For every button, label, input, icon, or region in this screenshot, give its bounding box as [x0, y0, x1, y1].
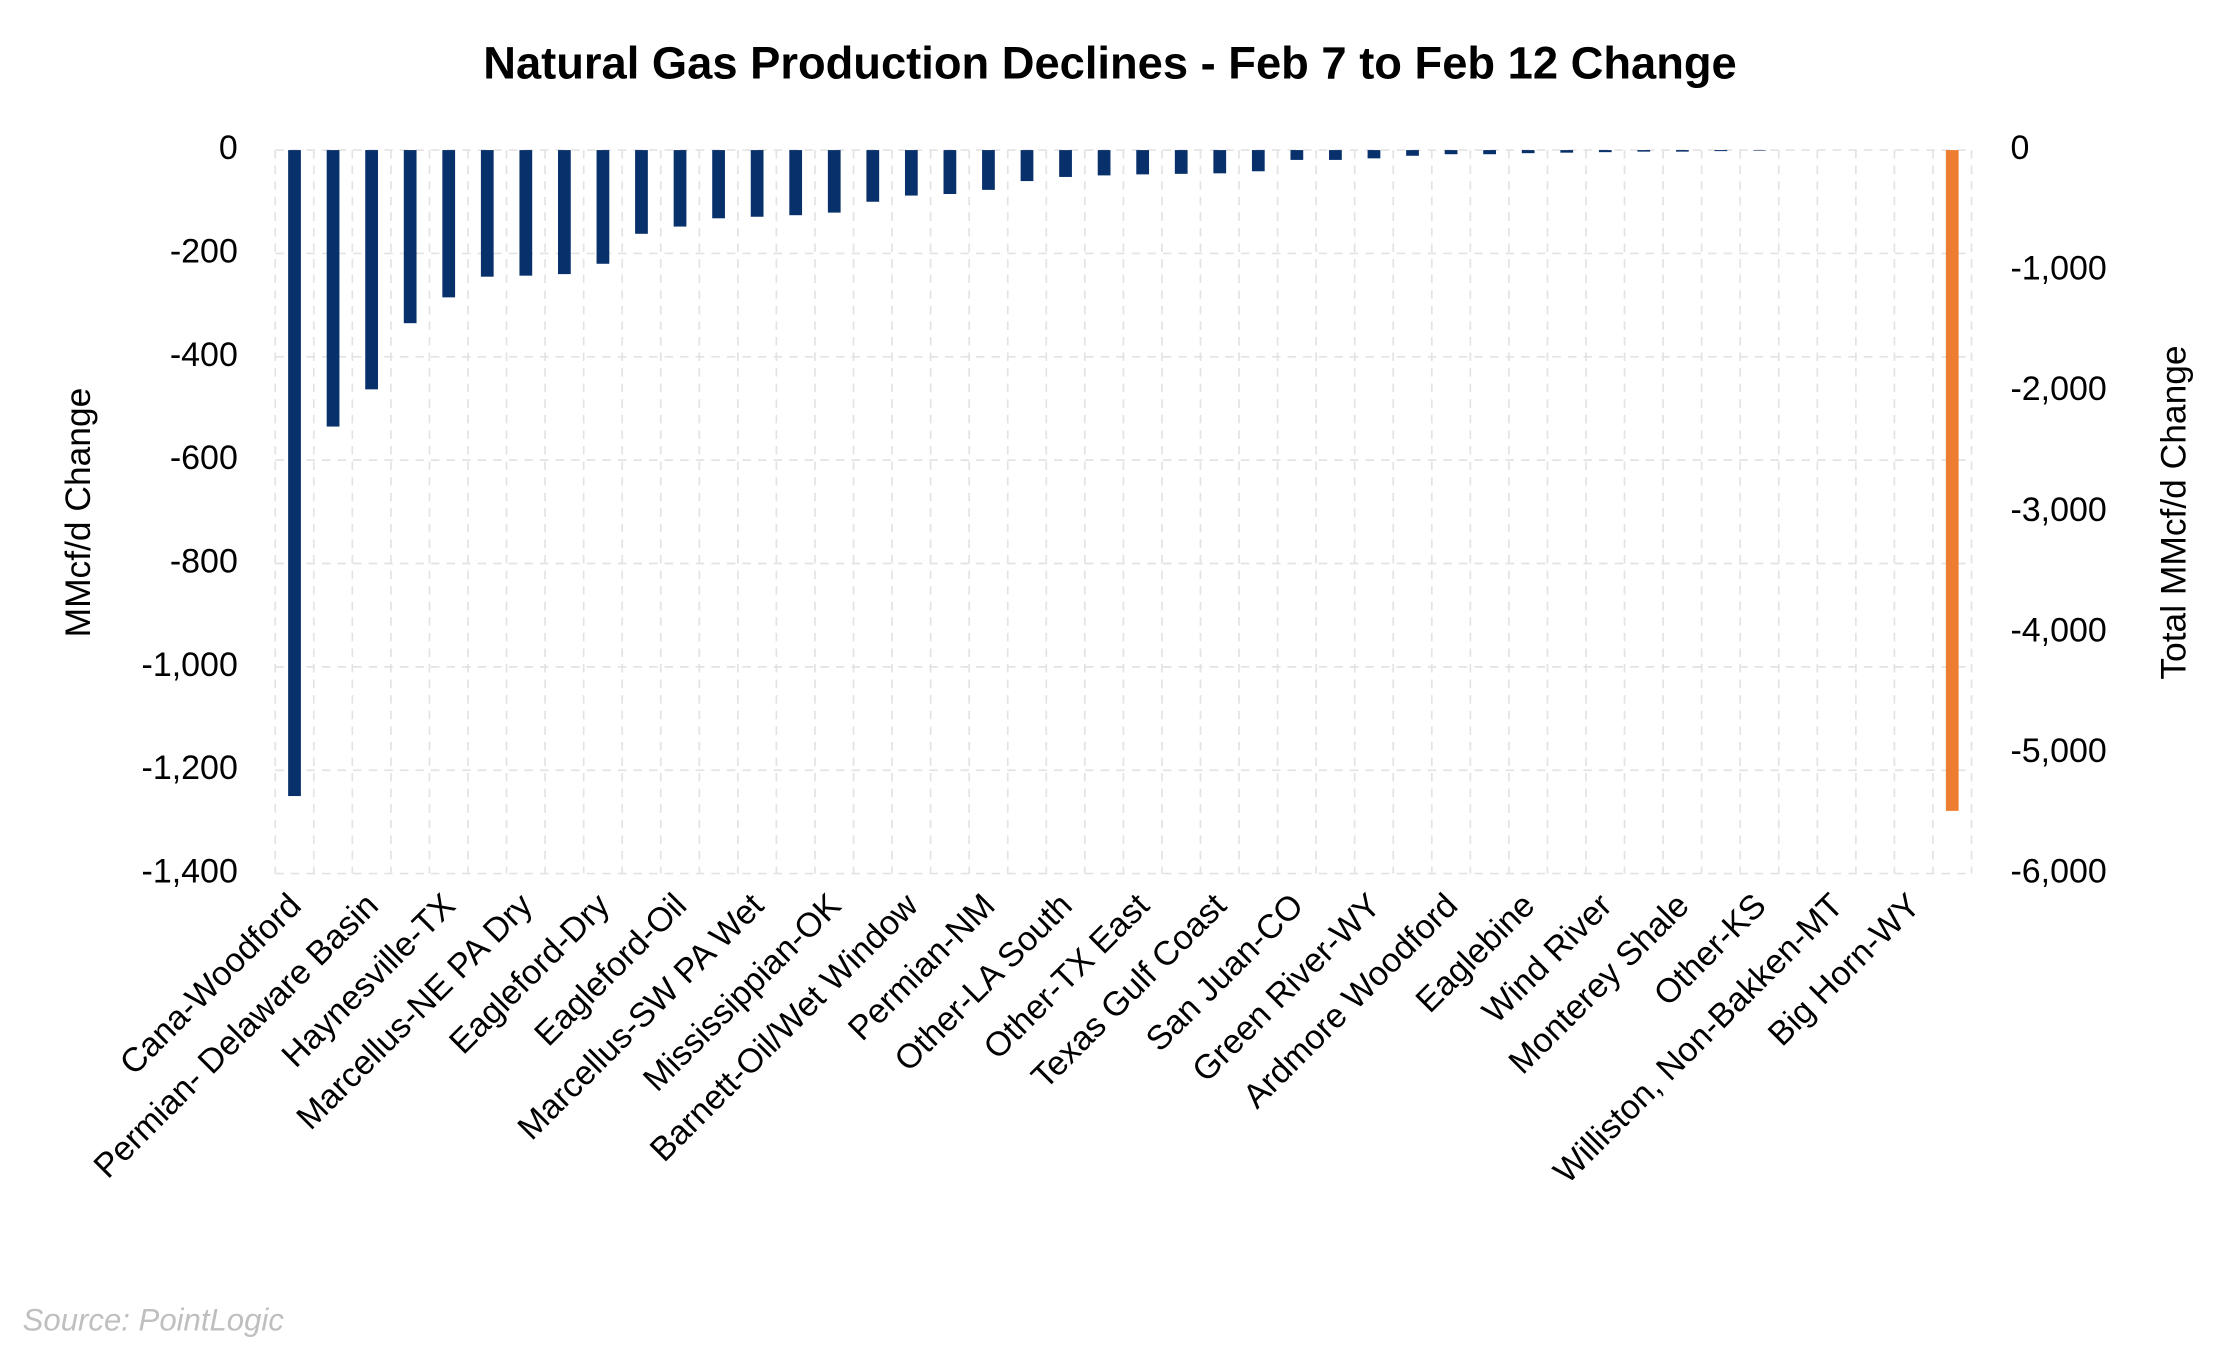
bar: [1290, 150, 1304, 160]
bar: [943, 150, 957, 195]
bar: [1059, 150, 1072, 177]
bar: [866, 150, 880, 202]
bar: [1251, 150, 1265, 172]
y2-tick-label: -4,000: [2010, 611, 2106, 649]
bar: [1483, 150, 1496, 155]
bar: [1945, 150, 1959, 811]
y2-tick-label: -5,000: [2010, 732, 2106, 770]
bar: [1020, 150, 1034, 182]
y-axis-label: MMcf/d Change: [59, 388, 98, 638]
y-tick-label: -800: [170, 542, 238, 580]
bar: [1598, 150, 1612, 153]
y-tick-label: -400: [170, 336, 238, 374]
y-tick-label: 0: [219, 129, 238, 167]
bar: [1097, 150, 1111, 176]
y-tick-label: -1,200: [142, 749, 238, 787]
y-tick-label: -200: [170, 232, 238, 270]
bar: [1637, 150, 1651, 152]
bar: [982, 150, 995, 190]
y-tick-label: -600: [170, 439, 238, 477]
bar: [365, 150, 378, 390]
bar: [827, 150, 841, 213]
y2-tick-label: -3,000: [2010, 491, 2106, 529]
bar: [1174, 150, 1188, 174]
bar: [326, 150, 340, 427]
bar: [1521, 150, 1535, 154]
bar: [480, 150, 494, 277]
bar: [1367, 150, 1381, 159]
bar: [1444, 150, 1458, 155]
chart-title: Natural Gas Production Declines - Feb 7 …: [483, 38, 1736, 89]
y2-tick-label: -2,000: [2010, 370, 2106, 408]
bar: [635, 150, 648, 234]
source-note: Source: PointLogic: [23, 1303, 285, 1338]
bar: [1329, 150, 1342, 160]
bar: [558, 150, 571, 275]
bar: [1136, 150, 1150, 175]
y2-tick-label: 0: [2010, 129, 2029, 167]
bar: [789, 150, 803, 216]
y-tick-label: -1,400: [142, 853, 238, 891]
bar: [403, 150, 417, 324]
bar: [442, 150, 456, 298]
bar: [712, 150, 725, 219]
bar: [904, 150, 918, 196]
bar: [1406, 150, 1419, 156]
bar: [288, 150, 301, 797]
y2-axis-label: Total MMcf/d Change: [2154, 345, 2193, 679]
bar: [1753, 150, 1766, 151]
bar: [673, 150, 687, 227]
y2-tick-label: -1,000: [2010, 250, 2106, 288]
bar: [1676, 150, 1689, 152]
y2-tick-label: -6,000: [2010, 853, 2106, 891]
bar: [596, 150, 610, 264]
bar: [519, 150, 533, 276]
bar: [1714, 150, 1728, 152]
bar: [1213, 150, 1227, 174]
bar: [1560, 150, 1574, 153]
y-tick-label: -1,000: [142, 646, 238, 684]
bar: [750, 150, 764, 217]
